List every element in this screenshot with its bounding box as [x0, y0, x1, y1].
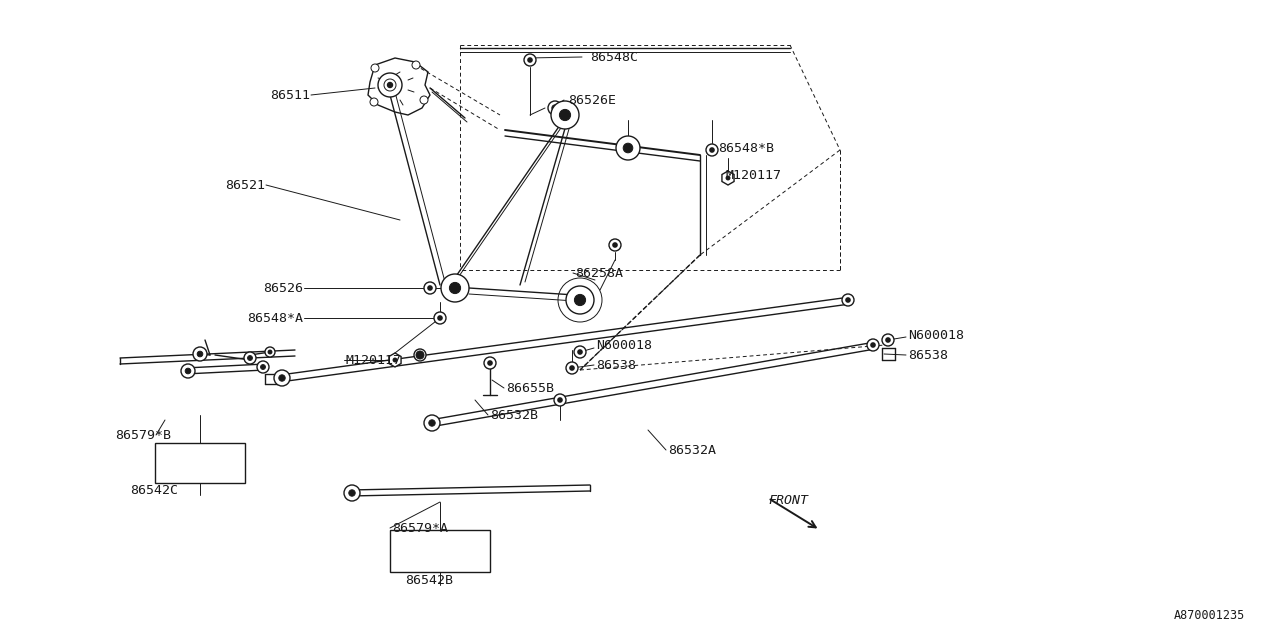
Circle shape [554, 394, 566, 406]
Circle shape [442, 274, 468, 302]
Circle shape [548, 101, 562, 115]
Circle shape [527, 58, 532, 62]
Text: 86532A: 86532A [668, 444, 716, 456]
Text: FRONT: FRONT [768, 493, 808, 506]
Polygon shape [369, 58, 430, 115]
Circle shape [575, 294, 586, 306]
Circle shape [274, 370, 291, 386]
Text: 86532B: 86532B [490, 408, 538, 422]
Circle shape [550, 101, 579, 129]
Text: A870001235: A870001235 [1174, 609, 1245, 622]
Text: 86511: 86511 [270, 88, 310, 102]
Text: 86526E: 86526E [568, 93, 616, 106]
Circle shape [710, 148, 714, 152]
Circle shape [434, 312, 445, 324]
Text: 86542B: 86542B [404, 573, 453, 586]
Text: 86548*B: 86548*B [718, 141, 774, 154]
Circle shape [370, 98, 378, 106]
Circle shape [279, 375, 285, 381]
Text: 86258A: 86258A [575, 266, 623, 280]
Circle shape [558, 398, 562, 402]
Circle shape [570, 366, 575, 370]
Circle shape [371, 64, 379, 72]
Circle shape [197, 351, 202, 357]
Circle shape [609, 239, 621, 251]
Circle shape [388, 83, 393, 88]
Circle shape [412, 61, 420, 69]
Circle shape [247, 356, 252, 360]
Circle shape [424, 282, 436, 294]
Circle shape [484, 357, 497, 369]
Text: 86579*A: 86579*A [392, 522, 448, 534]
Bar [390, 530, 490, 572]
Circle shape [842, 294, 854, 306]
Circle shape [428, 286, 433, 290]
Circle shape [393, 358, 397, 362]
Circle shape [870, 343, 876, 347]
Circle shape [384, 79, 396, 91]
Circle shape [257, 361, 269, 373]
Circle shape [616, 136, 640, 160]
Text: 86538: 86538 [596, 358, 636, 371]
Circle shape [524, 54, 536, 66]
Text: 86542C: 86542C [131, 483, 178, 497]
Bar [155, 443, 244, 483]
Text: 86579*B: 86579*B [115, 429, 172, 442]
Text: 86521: 86521 [225, 179, 265, 191]
Text: 86655B: 86655B [506, 381, 554, 394]
Circle shape [261, 365, 265, 369]
Circle shape [846, 298, 850, 302]
Circle shape [420, 96, 428, 104]
Circle shape [886, 338, 890, 342]
Circle shape [269, 350, 271, 354]
Circle shape [726, 176, 730, 180]
Circle shape [707, 144, 718, 156]
Circle shape [186, 368, 191, 374]
Circle shape [449, 282, 461, 294]
Circle shape [413, 349, 426, 361]
Circle shape [573, 346, 586, 358]
Circle shape [867, 339, 879, 351]
Polygon shape [389, 353, 401, 367]
Circle shape [577, 350, 582, 354]
Circle shape [623, 143, 632, 153]
Polygon shape [722, 171, 733, 185]
Text: M120117: M120117 [346, 353, 401, 367]
Text: 86548C: 86548C [590, 51, 637, 63]
Circle shape [180, 364, 195, 378]
Circle shape [559, 109, 571, 120]
Circle shape [488, 361, 492, 365]
Circle shape [424, 415, 440, 431]
Circle shape [566, 286, 594, 314]
Text: N600018: N600018 [596, 339, 652, 351]
Text: 86526: 86526 [262, 282, 303, 294]
Circle shape [193, 347, 207, 361]
Circle shape [552, 105, 558, 111]
Text: M120117: M120117 [726, 168, 782, 182]
Circle shape [244, 352, 256, 364]
Circle shape [265, 347, 275, 357]
Text: 86538: 86538 [908, 349, 948, 362]
Circle shape [882, 334, 893, 346]
Circle shape [566, 362, 579, 374]
Circle shape [378, 73, 402, 97]
Circle shape [348, 490, 356, 496]
Circle shape [429, 420, 435, 426]
Circle shape [613, 243, 617, 247]
Circle shape [438, 316, 442, 320]
Text: N600018: N600018 [908, 328, 964, 342]
Circle shape [417, 353, 422, 357]
Circle shape [344, 485, 360, 501]
Circle shape [416, 351, 424, 359]
Text: 86548*A: 86548*A [247, 312, 303, 324]
